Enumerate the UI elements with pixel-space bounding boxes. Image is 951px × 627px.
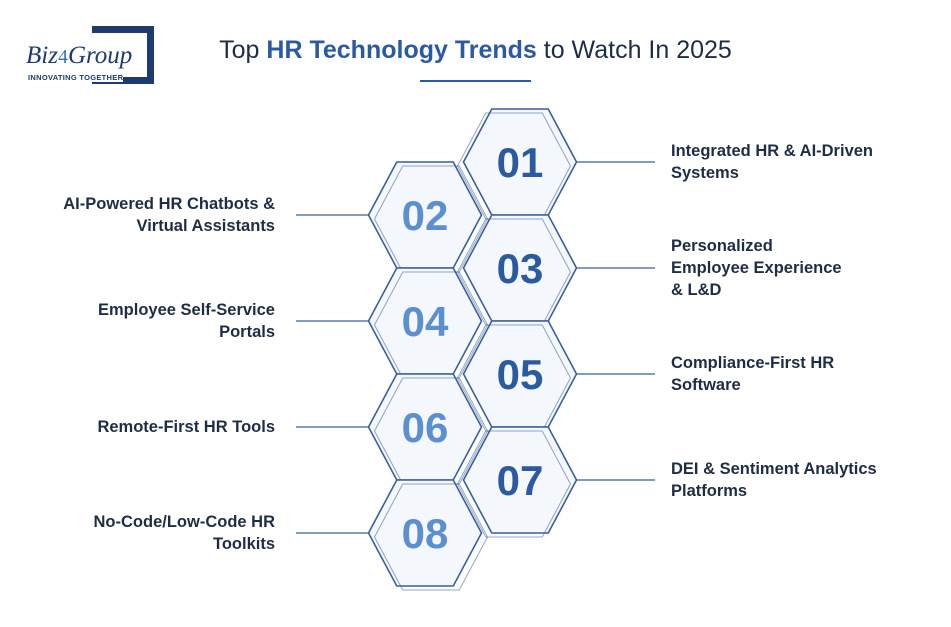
trend-number-06: 06 [402,404,449,451]
logo-brand-group: Group [67,42,133,69]
trend-hexagon-03: 03 [456,214,655,326]
trend-number-02: 02 [402,192,449,239]
trend-hexagon-04: 04 [296,267,489,379]
title-prefix: Top [219,36,267,64]
logo-wordmark: Biz4Group [26,42,135,70]
trend-hexagon-06: 06 [296,373,489,485]
trend-number-05: 05 [497,351,544,398]
page-title: Top HR Technology Trends to Watch In 202… [0,36,951,65]
trend-number-03: 03 [497,245,544,292]
trend-hexagon-07: 07 [456,426,655,538]
hexagon-inner-outline [456,430,572,538]
trend-label-01: Integrated HR & AI-Driven Systems [671,142,873,182]
title-underline [420,80,531,82]
trend-number-08: 08 [402,510,449,557]
title-suffix: to Watch In 2025 [536,36,732,64]
trend-label-02: AI-Powered HR Chatbots & Virtual Assista… [63,195,275,235]
hexagon-outline [367,479,483,587]
trend-number-01: 01 [497,139,544,186]
trend-hexagon-01: 01 [456,108,655,220]
logo-brand-biz: Biz [26,42,58,69]
logo-tagline: INNOVATING TOGETHER [28,73,124,82]
logo-brand-four: 4 [57,46,68,68]
trend-hexagon-08: 08 [296,479,489,591]
trend-number-04: 04 [402,298,449,345]
trend-label-08: No-Code/Low-Code HR Toolkits [93,513,275,553]
trend-label-03: Personalized Employee Experience & L&D [671,237,842,299]
trend-label-06: Remote-First HR Tools [97,418,275,436]
title-highlight: HR Technology Trends [266,36,537,64]
trend-number-07: 07 [497,457,544,504]
trend-label-04: Employee Self-Service Portals [97,301,275,341]
trend-label-05: Compliance-First HR Software [671,354,835,394]
trend-hexagon-05: 05 [456,320,655,432]
trend-label-07: DEI & Sentiment Analytics Platforms [671,460,877,500]
bizgroup-logo: Biz4Group INNOVATING TOGETHER [26,26,158,86]
trend-hexagon-02: 02 [296,161,489,273]
